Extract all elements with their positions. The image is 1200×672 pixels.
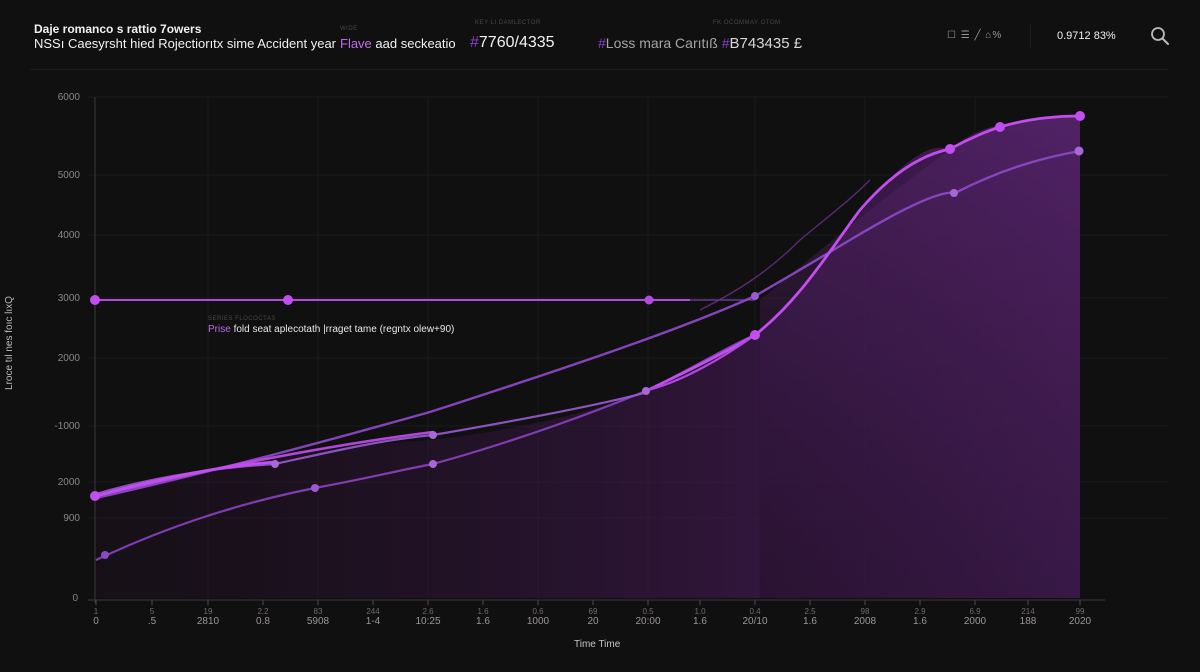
x-tick-label: 0.6 1000 [526,607,550,627]
y-tick-label: -1000 [54,421,80,432]
metric-caption: FK OCOMMAY OTOM [713,20,781,26]
y-tick-label: 2000 [57,477,80,488]
y-tick-label: 6000 [57,92,80,103]
metric-caption: KEY LI DAMLECTOR [475,20,541,26]
x-tick-label: 99 2020 [1068,607,1092,627]
page-subtitle: NSSı Caesyrsht hied Rojectiorıtx sime Ac… [34,36,337,51]
y-tick-label: 3000 [57,293,80,304]
x-tick-label: 2.2 0.8 [256,607,270,627]
y-tick-label: 0 [72,593,78,604]
x-tick-label: 1.0 1.6 [693,607,707,627]
annotation-text: Prise fold seat aplecotath |rraget tame … [208,324,455,335]
x-tick-label: 0.5 20:00 [635,607,661,627]
divider [1030,24,1031,48]
x-tick-label: 2.6 10:25 [415,607,441,627]
data-markers [90,111,1085,559]
metric-amount: B743435 £ [729,35,803,52]
page-title: Daje romanco s rattio 7owers [34,22,202,36]
y-axis-title: Lroce tıl nes foıc lıxQ [4,296,15,390]
x-tick-label: 98 2008 [853,607,877,627]
x-tick-label: 6.9 2000 [963,607,987,627]
metric-value: #7760/4335 [470,34,555,52]
x-tick-label: 83 5908 [306,607,330,627]
metric-accent: Flave [340,36,372,51]
header: Daje romanco s rattio 7owers NSSı Caesyr… [0,0,1200,70]
metric-text: 7760/4335 [478,34,555,51]
percent-readout: 0.9712 83% [1057,30,1116,42]
metric-label: Loss mara Carıtıß [605,35,718,51]
metric-value: Flave aad seckeatio [340,36,456,51]
status-icons[interactable]: ☐ ☰ ╱ ⌂% [947,30,1003,41]
metric-caption: WIDE [340,26,358,32]
x-tick-label: 19 2810 [196,607,220,627]
annotation-caption: SERIES FLOCOCTAS [208,316,276,322]
x-tick-label: 214 188 [1019,607,1037,627]
chart-annotation: SERIES FLOCOCTAS Prise fold seat aplecot… [208,316,454,335]
x-tick-label: 1.6 1.6 [476,607,490,627]
header-divider [30,69,1168,70]
x-tick-label: 0.4 20/10 [742,607,768,627]
x-tick-label: 69 20 [587,607,599,627]
x-tick-label: 244 1-4 [365,607,381,627]
y-tick-label: 5000 [57,170,80,181]
y-tick-label: 4000 [57,230,80,241]
x-axis-title: Time Time [574,639,621,650]
hash-icon: # [721,35,730,51]
metric-value: #Loss mara Carıtıß #B743435 £ [598,35,802,52]
metric-text: aad seckeatio [371,36,456,51]
x-tick-label: 2.9 1.6 [913,607,927,627]
hash-icon: # [598,35,606,51]
x-tick-label: 2.5 1.6 [803,607,817,627]
x-tick-label: 5.5 [147,607,157,627]
hash-icon: # [470,34,479,51]
y-tick-label: 900 [63,513,80,524]
search-icon[interactable] [1150,26,1170,46]
y-tick-label: 2000 [57,353,80,364]
